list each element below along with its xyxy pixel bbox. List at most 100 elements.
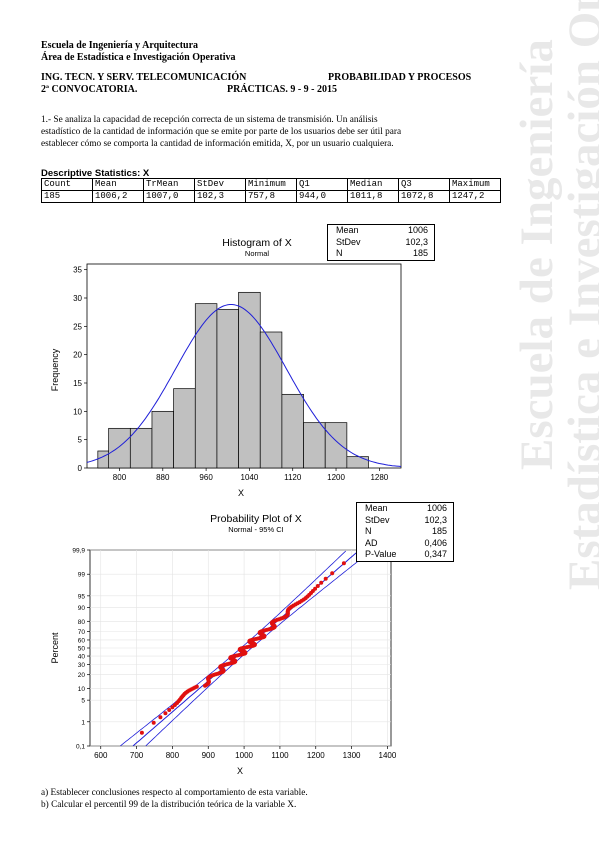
probability-xtick-label: 700 <box>130 751 144 760</box>
descriptive-value-row: 185 1006,2 1007,0 102,3 757,8 944,0 1011… <box>41 190 501 203</box>
value-minimum: 757,8 <box>245 190 297 203</box>
histogram-bar <box>151 410 174 469</box>
school-name: Escuela de Ingeniería y Arquitectura <box>41 40 199 51</box>
pp-ad-label: AD <box>365 537 378 548</box>
probability-point <box>139 730 144 735</box>
probability-ytick-label: 90 <box>78 605 86 612</box>
probability-xtick-label: 1000 <box>235 751 253 760</box>
probability-ytick-label: 0,1 <box>76 744 85 751</box>
header-count: Count <box>41 178 93 191</box>
pp-mean-value: 1006 <box>426 503 447 513</box>
header-median: Median <box>347 178 399 191</box>
probability-ylabel: Percent <box>50 632 60 664</box>
pp-p-label: P-Value <box>365 549 397 559</box>
value-mean: 1006,2 <box>92 190 144 203</box>
histogram-ytick-label: 30 <box>73 294 82 303</box>
problem-line-2: estadístico de la cantidad de informació… <box>41 127 402 137</box>
probability-point <box>315 584 320 588</box>
value-q1: 944,0 <box>296 190 348 203</box>
area-name: Área de Estadística e Investigación Oper… <box>41 52 236 63</box>
question-b: b) Calcular el percentil 99 de la distri… <box>41 800 297 810</box>
probability-subtitle: Normal - 95% CI <box>228 525 283 534</box>
probability-title: Probability Plot of X <box>210 513 302 525</box>
descriptive-title: Descriptive Statistics: X <box>41 168 150 179</box>
histogram-normal-curve <box>86 304 402 467</box>
pp-n-value: 185 <box>431 526 447 536</box>
probability-ytick-label: 99 <box>78 572 86 579</box>
probability-ytick-label: 1 <box>81 719 85 726</box>
histogram-bar <box>173 388 196 469</box>
probability-ytick-label: 60 <box>78 637 86 644</box>
hist-n-label: N <box>336 248 343 258</box>
value-stdev: 102,3 <box>194 190 246 203</box>
hist-n-row: N 185 <box>328 248 434 260</box>
probability-point <box>194 684 199 689</box>
histogram-bar <box>194 303 218 469</box>
pp-stdev-label: StDev <box>365 514 390 525</box>
header-stdev: StDev <box>194 178 246 191</box>
probability-xtick-label: 800 <box>166 751 180 760</box>
probability-ytick-label: 10 <box>78 686 86 693</box>
value-maximum: 1247,2 <box>449 190 501 203</box>
hist-stdev-row: StDev 102,3 <box>328 237 434 249</box>
problem-line-1: 1.- Se analiza la capacidad de recepción… <box>41 115 378 125</box>
probability-xtick-label: 1400 <box>379 751 397 760</box>
header-q1: Q1 <box>296 178 348 191</box>
pp-mean-row: Mean 1006 <box>357 503 453 515</box>
exam-call: 2ª CONVOCATORIA. <box>41 84 138 95</box>
histogram-xtick-label: 1120 <box>284 473 302 482</box>
histogram-xtick-label: 1280 <box>370 473 388 482</box>
pp-p-value: 0,347 <box>424 549 447 559</box>
pp-n-row: N 185 <box>357 526 453 538</box>
histogram-xlabel: X <box>238 488 244 497</box>
pp-stdev-row: StDev 102,3 <box>357 515 453 527</box>
probability-ytick-label: 50 <box>78 646 86 653</box>
hist-n-value: 185 <box>412 248 428 258</box>
probability-ytick-label: 20 <box>78 672 86 679</box>
probability-xtick-label: 1200 <box>307 751 325 760</box>
pp-p-row: P-Value 0,347 <box>357 549 453 561</box>
probability-point <box>313 586 318 591</box>
probability-point <box>330 571 335 576</box>
histogram-ytick-label: 20 <box>73 351 82 360</box>
header-minimum: Minimum <box>245 178 297 191</box>
probability-ytick-label: 99,9 <box>72 548 85 555</box>
value-count: 185 <box>41 190 93 203</box>
subject-name: PROBABILIDAD Y PROCESOS <box>328 72 472 83</box>
hist-mean-label: Mean <box>336 225 359 235</box>
histogram-bar <box>216 308 239 469</box>
probability-xtick-label: 1300 <box>343 751 361 760</box>
probability-xlabel: X <box>237 766 243 776</box>
degree-name: ING. TECN. Y SERV. TELECOMUNICACIÓN <box>41 72 247 83</box>
histogram-bar <box>281 393 304 469</box>
probability-ytick-label: 95 <box>78 593 86 600</box>
probability-xtick-label: 1100 <box>271 751 289 760</box>
histogram-ytick-label: 15 <box>73 379 82 388</box>
header-q3: Q3 <box>398 178 450 191</box>
probability-ytick-label: 80 <box>78 619 86 626</box>
histogram-ytick-label: 35 <box>73 266 82 275</box>
value-trmean: 1007,0 <box>143 190 195 203</box>
problem-statement: 1.- Se analiza la capacidad de recepción… <box>41 114 518 150</box>
header-mean: Mean <box>92 178 144 191</box>
probability-point <box>167 708 172 712</box>
histogram-xtick-label: 960 <box>199 473 213 482</box>
probability-xtick-label: 900 <box>202 751 216 760</box>
question-a: a) Establecer conclusiones respecto al c… <box>41 788 308 798</box>
hist-stdev-label: StDev <box>336 236 361 247</box>
value-median: 1011,8 <box>347 190 399 203</box>
histogram-bar <box>238 291 261 469</box>
descriptive-table: Count Mean TrMean StDev Minimum Q1 Media… <box>41 178 501 203</box>
histogram-xtick-label: 880 <box>156 473 170 482</box>
histogram-ylabel: Frequency <box>50 348 60 391</box>
practice-date: PRÁCTICAS. 9 - 9 - 2015 <box>227 84 337 95</box>
histogram-bar <box>346 456 369 469</box>
probability-ytick-label: 30 <box>78 662 86 669</box>
probability-ytick-label: 70 <box>78 629 86 636</box>
probability-point <box>158 715 163 720</box>
pp-mean-label: Mean <box>365 503 388 513</box>
hist-mean-value: 1006 <box>407 225 428 235</box>
probability-point <box>341 561 346 566</box>
histogram-bar <box>108 427 131 469</box>
probability-ytick-label: 40 <box>78 654 86 661</box>
